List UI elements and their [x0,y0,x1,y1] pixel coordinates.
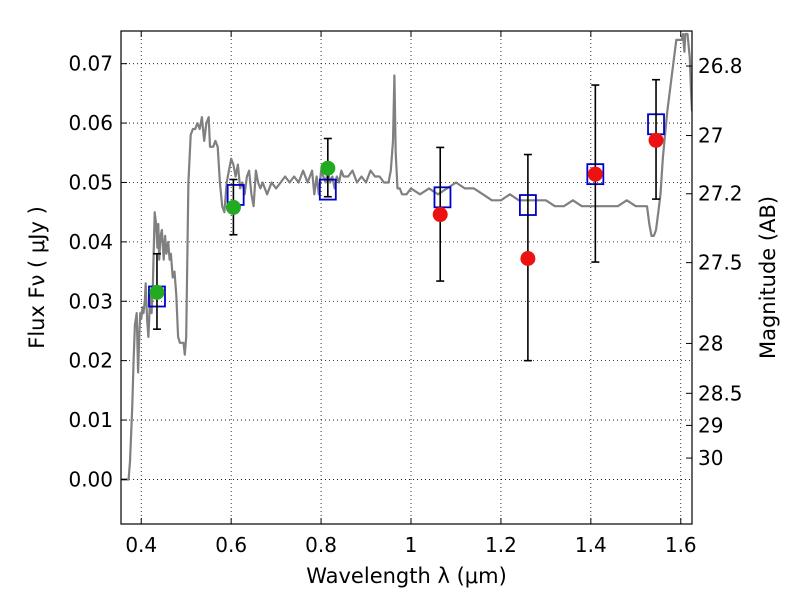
tick-labels: 0.4 0.6 0.8 1 1.2 1.4 1.6 0.00 0.01 0.02 0.03 0.04 0… [68,52,742,557]
x-tick-label: 1.6 [665,533,697,557]
x-tick-label: 1.2 [485,533,517,557]
y-tick-label: 0.02 [68,349,113,373]
y-tick-label: 0.04 [68,230,113,254]
y-tick-label: 0.07 [68,52,113,76]
y2-tick-label: 28 [698,331,723,355]
y2-tick-label: 27.5 [698,251,743,275]
y2-tick-label: 28.5 [698,381,743,405]
y2-tick-label: 30 [698,446,723,470]
ticks [121,31,692,524]
x-tick-label: 0.8 [305,533,337,557]
y2-axis-label: Magnitude (AB) [756,196,780,359]
y-axis-label: Flux Fν ( μJy ) [25,206,49,349]
measured-point [520,250,536,266]
grid [121,31,692,524]
plot-area [121,32,692,481]
measured-point [432,207,448,223]
measured-point [648,132,664,148]
model-band-square [433,186,452,209]
y-tick-label: 0.03 [68,289,113,313]
measured-point [320,160,336,176]
x-tick-label: 1.4 [575,533,607,557]
y2-tick-label: 29 [698,413,723,437]
x-tick-label: 0.6 [215,533,247,557]
x-tick-label: 1 [405,533,418,557]
y2-tick-label: 26.8 [698,54,743,78]
x-axis-label: Wavelength λ (μm) [306,564,507,588]
plot-frame [120,30,693,525]
measured-point [149,284,165,300]
y-tick-label: 0.00 [68,467,113,491]
y-tick-label: 0.06 [68,111,113,135]
y2-tick-label: 27.2 [698,182,743,206]
measured-point [225,199,241,215]
y-tick-label: 0.01 [68,408,113,432]
sed-model-line [121,32,692,481]
x-tick-label: 0.4 [125,533,157,557]
measured-point [587,166,603,182]
y-tick-label: 0.05 [68,170,113,194]
y2-tick-label: 27 [698,124,723,148]
series-layer [121,32,692,481]
